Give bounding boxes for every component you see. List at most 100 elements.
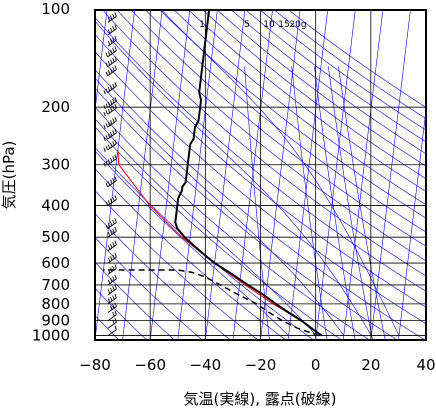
x-tick-label: −40 — [190, 356, 222, 374]
mixing-ratio-label: 20g — [289, 20, 306, 30]
grid-layer — [95, 9, 426, 340]
wind-barb-flag — [104, 125, 106, 129]
wind-barb-flag — [111, 222, 113, 226]
wind-barb-flag — [115, 294, 117, 298]
wind-barb-flag — [106, 183, 108, 187]
wind-barb-flag — [113, 14, 115, 18]
wind-barb-flag — [113, 277, 115, 281]
wind-barb-flag — [115, 12, 117, 16]
x-tick-label: −80 — [79, 356, 111, 374]
wind-barb — [108, 241, 116, 251]
wind-barb-flag — [111, 288, 113, 292]
wind-barb-flag — [111, 120, 113, 124]
wind-barb-flag — [113, 26, 115, 30]
mixing-ratio-label: 10 — [263, 20, 275, 30]
wind-barb-flag — [115, 264, 117, 268]
dry-adiabat-line — [230, 9, 436, 340]
isotherm-line — [398, 9, 436, 340]
wind-barb — [108, 25, 116, 35]
wind-barb-flag — [113, 286, 115, 290]
wind-barb-flag — [115, 227, 117, 231]
y-axis-title: 気圧(hPa) — [0, 141, 18, 210]
wind-barb-flag — [108, 87, 110, 91]
wind-barb — [108, 0, 116, 9]
wind-barb-flag — [113, 220, 115, 224]
wind-barb-flag — [115, 241, 117, 245]
wind-barb-staff — [108, 3, 116, 9]
wind-barb-flag — [111, 86, 113, 90]
wind-barb-flag — [113, 296, 115, 300]
wind-barb-flag — [115, 66, 117, 70]
wind-barb-flag — [113, 255, 115, 259]
wind-barb — [104, 82, 117, 94]
wind-barb-flag — [108, 70, 110, 74]
wind-barb-flag — [115, 275, 117, 279]
wind-barb — [108, 285, 116, 295]
wind-barb — [106, 56, 116, 66]
y-tick-label: 700 — [41, 276, 70, 294]
wind-barb-flag — [111, 107, 113, 111]
dry-adiabat-line — [130, 9, 436, 340]
x-tick-label: 20 — [361, 356, 380, 374]
wind-barb-flag — [106, 146, 108, 150]
y-tick-label: 600 — [41, 254, 70, 272]
wind-barb-flag — [113, 1, 115, 5]
y-tick-label: 1000 — [32, 327, 70, 345]
dry-adiabat-line — [0, 9, 146, 340]
dry-adiabat-line — [30, 9, 397, 340]
wind-barb — [104, 140, 117, 152]
wind-barb-flag — [111, 180, 113, 184]
wind-barb-flag — [115, 311, 117, 315]
profiles-layer — [103, 9, 321, 336]
wind-barb-flag — [108, 280, 110, 284]
x-axis-title: 気温(実線), 露点(破線) — [184, 390, 337, 408]
wind-barb — [108, 253, 116, 263]
wind-barb-flag — [111, 244, 113, 248]
wind-barb-flag — [111, 158, 113, 162]
y-tick-label: 300 — [41, 156, 70, 174]
dry-adiabat-line — [116, 9, 436, 340]
wind-barb-flag — [108, 61, 110, 65]
wind-barb-flag — [108, 51, 110, 55]
y-tick-label: 800 — [41, 295, 70, 313]
y-tick-label: 200 — [41, 98, 70, 116]
x-tick-label: 40 — [416, 356, 435, 374]
dry-adiabat-line — [202, 9, 436, 340]
wind-barb-flag — [113, 312, 115, 316]
wind-barb-flag — [104, 90, 106, 94]
wind-barb-flag — [115, 155, 117, 159]
mixing-ratio-label: 1 — [199, 20, 205, 30]
dry-adiabat-line — [102, 9, 436, 340]
wind-barb-flag — [115, 25, 117, 29]
x-tick-label: 0 — [311, 356, 321, 374]
dry-adiabat-line — [259, 9, 436, 340]
wind-barb-flag — [111, 28, 113, 32]
wind-barb-flag — [113, 48, 115, 52]
mixing-ratio-label: 5 — [244, 20, 250, 30]
wind-barb-flag — [113, 84, 115, 88]
isotherm-line — [426, 9, 436, 340]
wind-barb-flag — [108, 200, 110, 204]
wind-barb-flag — [115, 218, 117, 222]
wind-barb-flag — [111, 256, 113, 260]
wind-barb-flag — [111, 100, 113, 104]
wind-barb — [108, 294, 116, 304]
wind-barb-flag — [108, 246, 110, 250]
y-tick-label: 100 — [41, 0, 70, 18]
wind-barb — [106, 66, 116, 76]
parcel-line — [118, 150, 322, 336]
wind-barb-flag — [113, 67, 115, 71]
wind-barb-flag — [113, 197, 115, 201]
wind-barb-flag — [115, 196, 117, 200]
mixing-ratio-label: 15 — [278, 20, 289, 30]
wind-barb-flag — [115, 0, 117, 3]
y-tick-label: 400 — [41, 197, 70, 215]
wind-barb-flag — [106, 111, 108, 115]
wind-barb-flag — [115, 253, 117, 257]
wind-barb-flag — [108, 258, 110, 262]
wind-barb-flag — [115, 117, 117, 121]
dry-adiabat-line — [216, 9, 436, 340]
wind-barb-flag — [113, 131, 115, 135]
